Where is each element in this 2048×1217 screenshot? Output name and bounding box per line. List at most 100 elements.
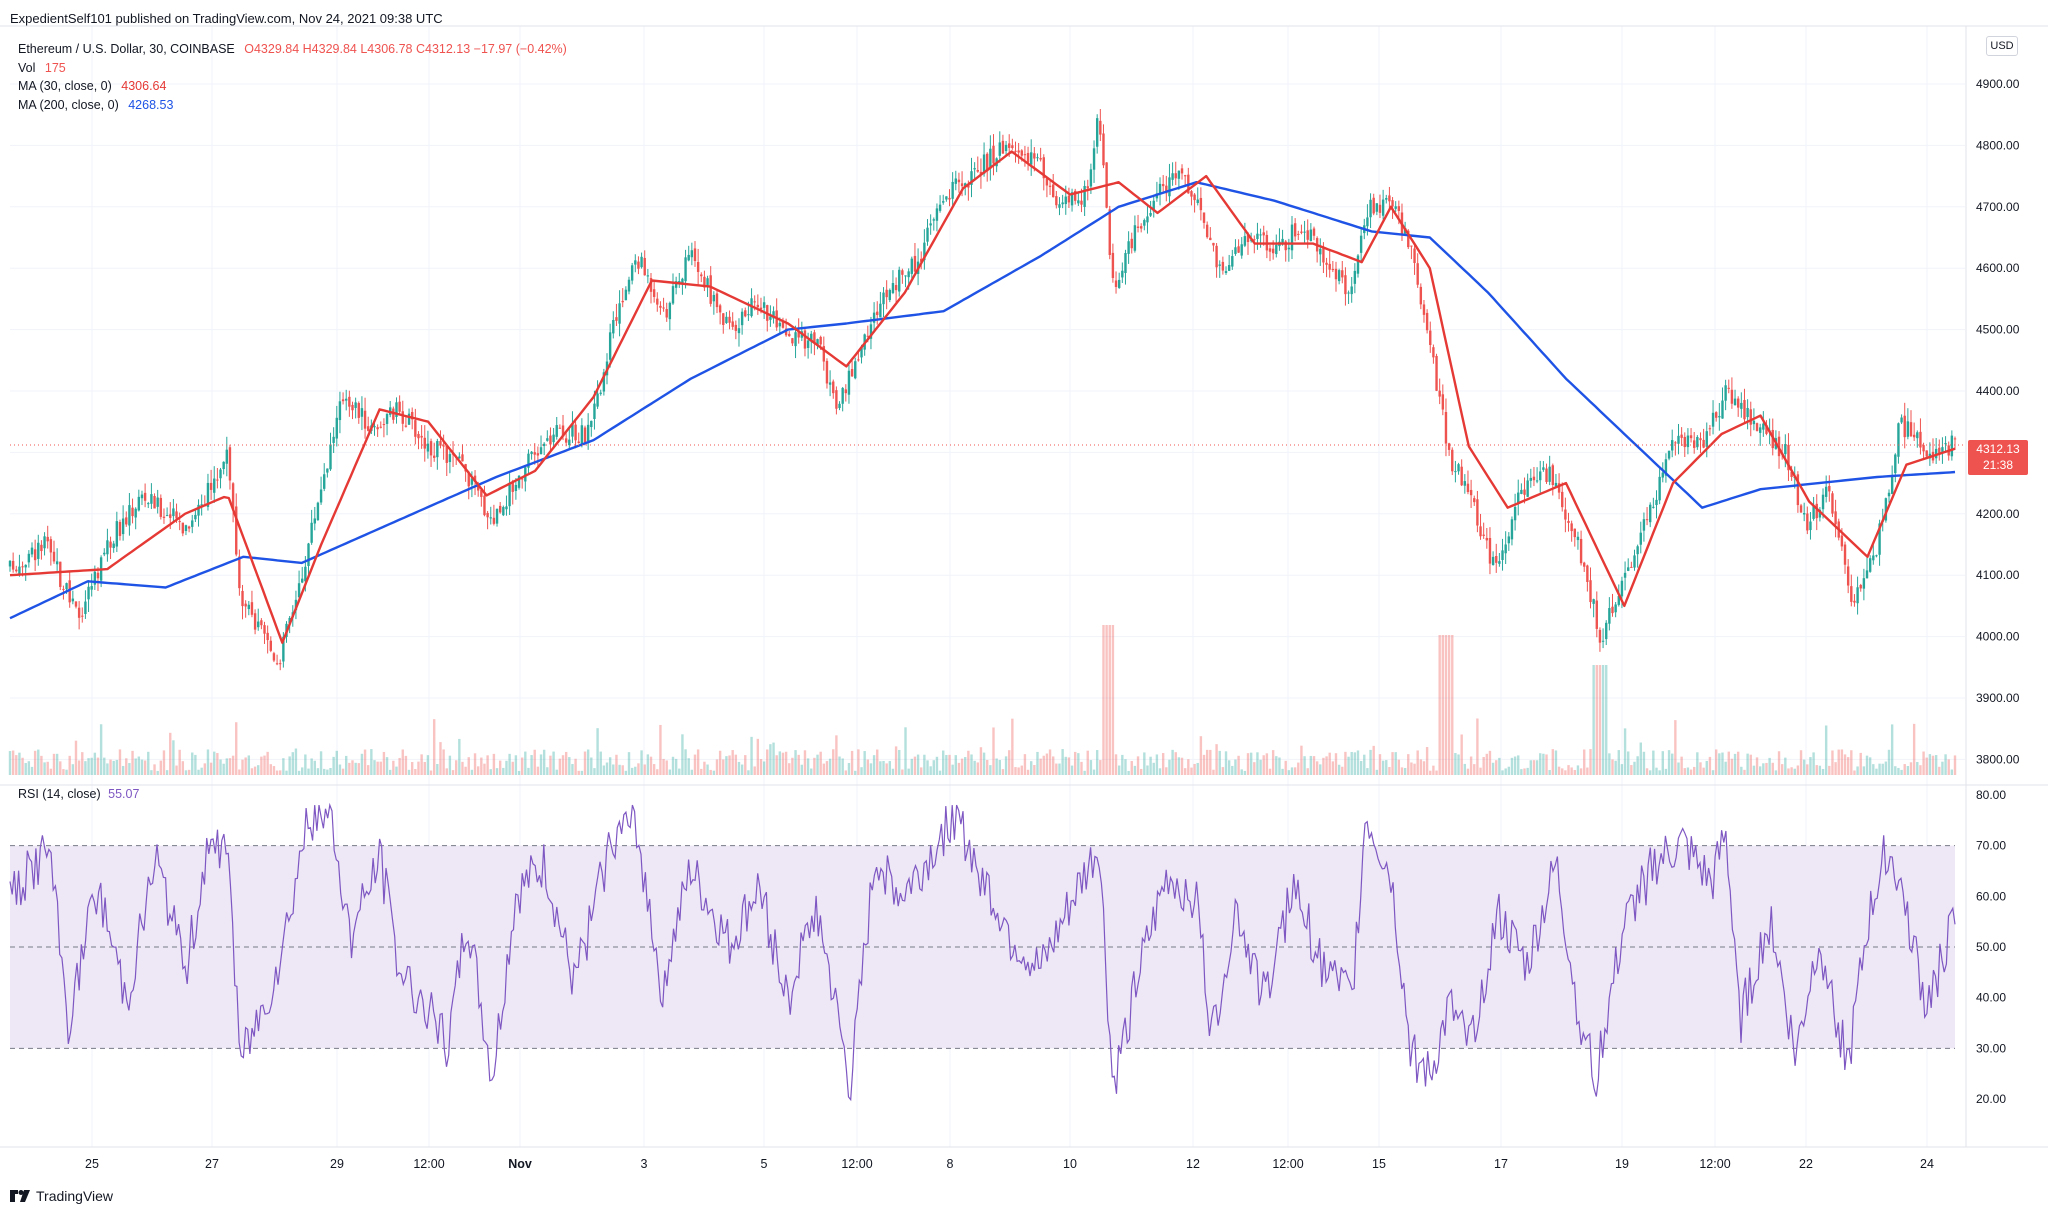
currency-badge[interactable]: USD [1986, 36, 2018, 56]
candle-body [1469, 489, 1473, 496]
volume-bar [674, 758, 678, 775]
volume-bar [1743, 769, 1746, 775]
volume-bar [1617, 750, 1620, 775]
candle-body [1102, 133, 1105, 166]
tradingview-brand[interactable]: TradingView [10, 1188, 113, 1204]
volume-bar [379, 761, 382, 775]
price-tick-label: 4000.00 [1976, 630, 2020, 644]
volume-bar [536, 766, 540, 775]
volume-bar [143, 760, 147, 775]
candle-body [1438, 390, 1441, 397]
volume-bar [1413, 763, 1416, 775]
volume-bar [718, 750, 722, 775]
rsi-value: 55.07 [108, 787, 140, 801]
candle-body [348, 396, 351, 407]
candle-body [81, 615, 84, 617]
volume-bar [1614, 760, 1617, 775]
volume-bar [84, 761, 87, 775]
volume-bar [1067, 757, 1071, 775]
volume-bar [15, 755, 18, 775]
candle-body [1812, 505, 1815, 519]
volume-bar [728, 755, 731, 775]
candle-body [43, 536, 46, 549]
candle-body [781, 320, 785, 328]
candle-body [624, 289, 628, 301]
volume-bar [1366, 768, 1369, 775]
candle-body [505, 506, 508, 510]
volume-bar [417, 761, 420, 775]
volume-bar [134, 758, 137, 775]
candle-body [301, 578, 304, 583]
volume-bar [1875, 768, 1878, 775]
candle-body [1008, 143, 1011, 148]
volume-bar [1834, 762, 1837, 775]
volume-bar [370, 749, 373, 775]
volume-bar [376, 761, 379, 775]
candle-body [55, 561, 59, 565]
candle-body [561, 425, 565, 437]
volume-bar [1567, 765, 1570, 775]
candle-body [1161, 184, 1165, 187]
candle-body [128, 505, 131, 526]
candle-body [228, 447, 232, 481]
volume-bar [1130, 761, 1133, 775]
volume-bar [37, 749, 40, 775]
volume-bar [159, 760, 163, 775]
candle-body [15, 569, 18, 572]
candle-body [1158, 183, 1162, 195]
volume-bar [810, 768, 813, 775]
candle-series [8, 108, 1957, 671]
candle-body [316, 502, 320, 521]
candle-body [1667, 450, 1671, 459]
volume-bar [1906, 766, 1910, 775]
volume-bar [1872, 764, 1875, 775]
volume-bar [1466, 768, 1470, 775]
rsi-tick-label: 70.00 [1976, 839, 2006, 853]
volume-bar [1234, 759, 1237, 775]
volume-bar [932, 760, 935, 775]
volume-bar [979, 747, 983, 775]
volume-bar [8, 751, 12, 775]
volume-bar [90, 757, 93, 775]
volume-bar [1262, 755, 1265, 775]
candle-body [1319, 248, 1322, 255]
volume-bar [1476, 718, 1479, 775]
volume-bar [1711, 770, 1715, 775]
volume-bar [630, 767, 634, 775]
candle-body [1089, 169, 1093, 187]
candle-body [847, 370, 851, 395]
volume-bar [332, 756, 335, 775]
volume-bar [1652, 750, 1655, 775]
volume-bar [722, 759, 725, 775]
candle-body [153, 495, 156, 509]
candle-body [1366, 217, 1369, 227]
time-tick-label: 12:00 [1272, 1157, 1303, 1171]
volume-bar [646, 754, 650, 775]
candle-body [1944, 443, 1947, 445]
volume-bar [1554, 750, 1558, 775]
volume-bar [524, 751, 527, 775]
volume-bar [879, 761, 882, 775]
candle-body [1711, 412, 1715, 427]
volume-bar [740, 764, 744, 775]
volume-bar [1762, 763, 1765, 775]
volume-row: Vol 175 [18, 59, 567, 78]
volume-bar [1598, 665, 1602, 775]
volume-bar [1928, 754, 1932, 775]
candle-body [1573, 528, 1576, 538]
candle-body [96, 572, 100, 579]
candle-body [1790, 471, 1793, 478]
candle-body [1686, 435, 1690, 448]
candle-body [1765, 424, 1768, 434]
volume-bar [593, 768, 596, 775]
candle-body [872, 312, 876, 323]
volume-bar [1187, 759, 1190, 775]
volume-bar [1784, 757, 1787, 775]
volume-bar [1177, 757, 1181, 775]
candle-body [492, 517, 496, 524]
volume-bar [338, 764, 342, 775]
candle-body [1001, 140, 1005, 154]
volume-bar [165, 770, 169, 775]
volume-bar [1645, 768, 1649, 775]
